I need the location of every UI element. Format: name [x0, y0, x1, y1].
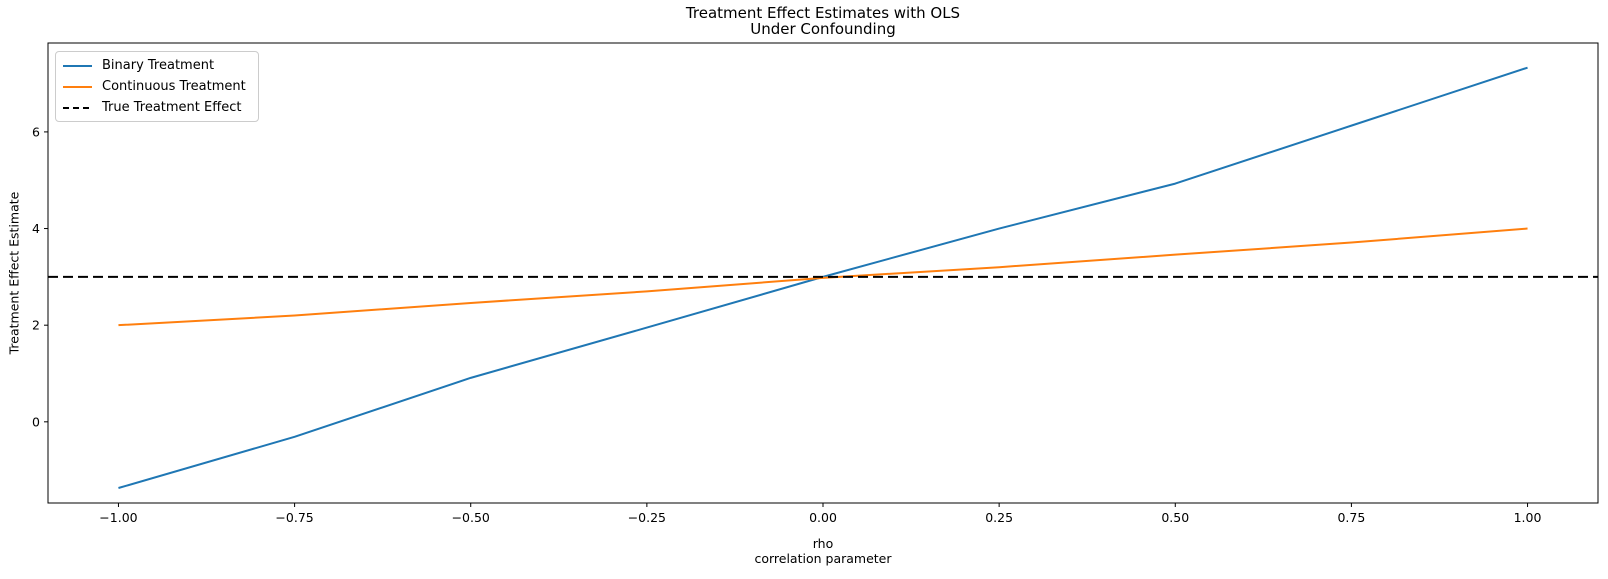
y-tick-label: 4 [32, 221, 40, 236]
x-tick-label: 0.75 [1337, 510, 1365, 525]
x-tick-label: −0.50 [452, 510, 490, 525]
x-tick-label: −0.75 [275, 510, 313, 525]
line-sample-icon [63, 64, 92, 67]
y-tick-label: 0 [32, 414, 40, 429]
y-tick-label: 6 [32, 124, 40, 139]
line-sample-icon [63, 85, 92, 88]
legend-label: True Treatment Effect [102, 100, 242, 115]
x-tick-label: 0.00 [809, 510, 837, 525]
legend: Binary Treatment Continuous Treatment True… [55, 51, 259, 122]
axes-frame [47, 42, 1599, 504]
x-tick-label: 0.50 [1161, 510, 1189, 525]
y-tick-label: 2 [32, 318, 40, 333]
dashed-line-sample-icon [63, 106, 92, 109]
legend-item: True Treatment Effect [63, 97, 246, 118]
x-tick-label: 0.25 [985, 510, 1013, 525]
legend-label: Continuous Treatment [102, 79, 246, 94]
legend-item: Continuous Treatment [63, 76, 246, 97]
legend-item: Binary Treatment [63, 55, 246, 76]
x-tick-label: −1.00 [99, 510, 137, 525]
x-axis-label: rho correlation parameter [754, 536, 892, 566]
legend-label: Binary Treatment [102, 58, 215, 73]
x-tick-label: 1.00 [1514, 510, 1542, 525]
chart-title: Treatment Effect Estimates with OLS Unde… [685, 4, 961, 38]
x-tick-label: −0.25 [628, 510, 666, 525]
